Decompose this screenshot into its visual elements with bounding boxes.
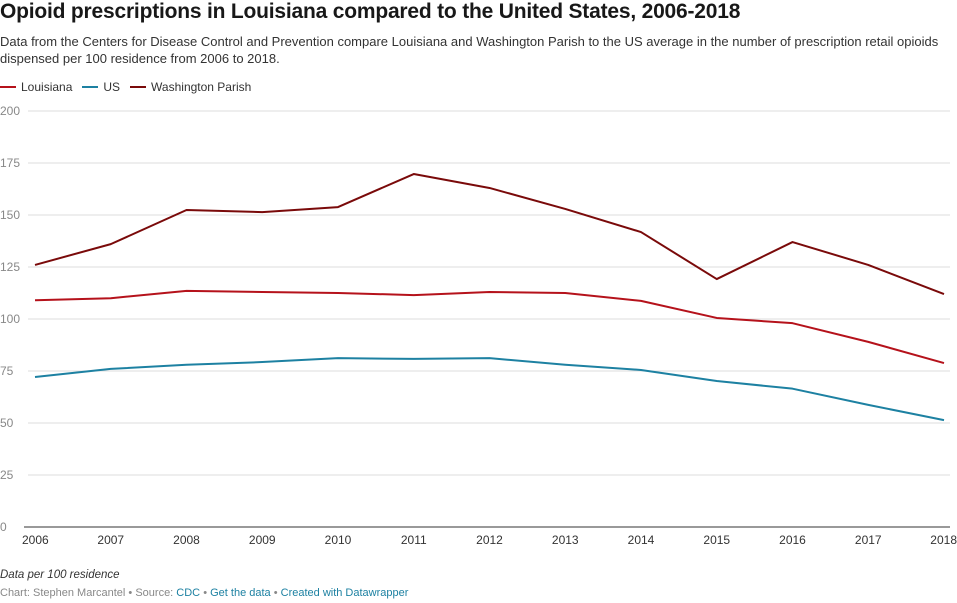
footer: Chart: Stephen Marcantel • Source: CDC •… xyxy=(0,587,408,599)
separator: • xyxy=(200,587,211,599)
x-tick-label: 2018 xyxy=(930,533,957,547)
x-tick-label: 2010 xyxy=(325,533,352,547)
x-tick-label: 2014 xyxy=(628,533,655,547)
datawrapper-link[interactable]: Created with Datawrapper xyxy=(280,587,409,599)
legend-item: Louisiana xyxy=(0,80,72,94)
series-line-washington-parish xyxy=(34,173,945,295)
x-tick-label: 2012 xyxy=(476,533,503,547)
y-tick-label: 150 xyxy=(0,208,20,222)
legend: Louisiana US Washington Parish xyxy=(0,80,251,94)
legend-swatch xyxy=(0,86,16,88)
chart-title: Opioid prescriptions in Louisiana compar… xyxy=(0,0,741,23)
x-tick-label: 2008 xyxy=(173,533,200,547)
legend-item: Washington Parish xyxy=(130,80,251,94)
legend-label: US xyxy=(103,80,121,94)
chart-subtitle: Data from the Centers for Disease Contro… xyxy=(0,34,939,66)
legend-swatch xyxy=(130,86,147,88)
x-tick-label: 2009 xyxy=(249,533,276,547)
series-line-us xyxy=(34,357,945,422)
x-tick-label: 2013 xyxy=(552,533,579,547)
x-tick-label: 2007 xyxy=(97,533,124,547)
x-tick-label: 2017 xyxy=(855,533,882,547)
get-data-link[interactable]: Get the data xyxy=(210,587,271,599)
x-tick-label: 2006 xyxy=(22,533,49,547)
byline: Chart: Stephen Marcantel xyxy=(0,587,126,599)
chart-note: Data per 100 residence xyxy=(0,569,120,581)
series-line-louisiana xyxy=(34,289,945,365)
y-tick-label: 175 xyxy=(0,156,20,170)
legend-swatch xyxy=(82,86,99,88)
legend-item: US xyxy=(82,80,120,94)
y-tick-label: 125 xyxy=(0,260,20,274)
legend-label: Louisiana xyxy=(21,80,73,94)
x-tick-label: 2016 xyxy=(779,533,806,547)
legend-label: Washington Parish xyxy=(151,80,252,94)
separator: • xyxy=(125,587,136,599)
source-label: Source: xyxy=(135,587,177,599)
y-tick-label: 0 xyxy=(0,520,7,534)
y-tick-label: 50 xyxy=(0,416,14,430)
y-tick-label: 100 xyxy=(0,312,20,326)
source-link[interactable]: CDC xyxy=(176,587,201,599)
y-tick-label: 200 xyxy=(0,104,20,118)
x-tick-label: 2015 xyxy=(703,533,730,547)
y-tick-label: 75 xyxy=(0,364,14,378)
separator: • xyxy=(270,587,281,599)
y-tick-label: 25 xyxy=(0,468,14,482)
x-tick-label: 2011 xyxy=(401,533,427,547)
